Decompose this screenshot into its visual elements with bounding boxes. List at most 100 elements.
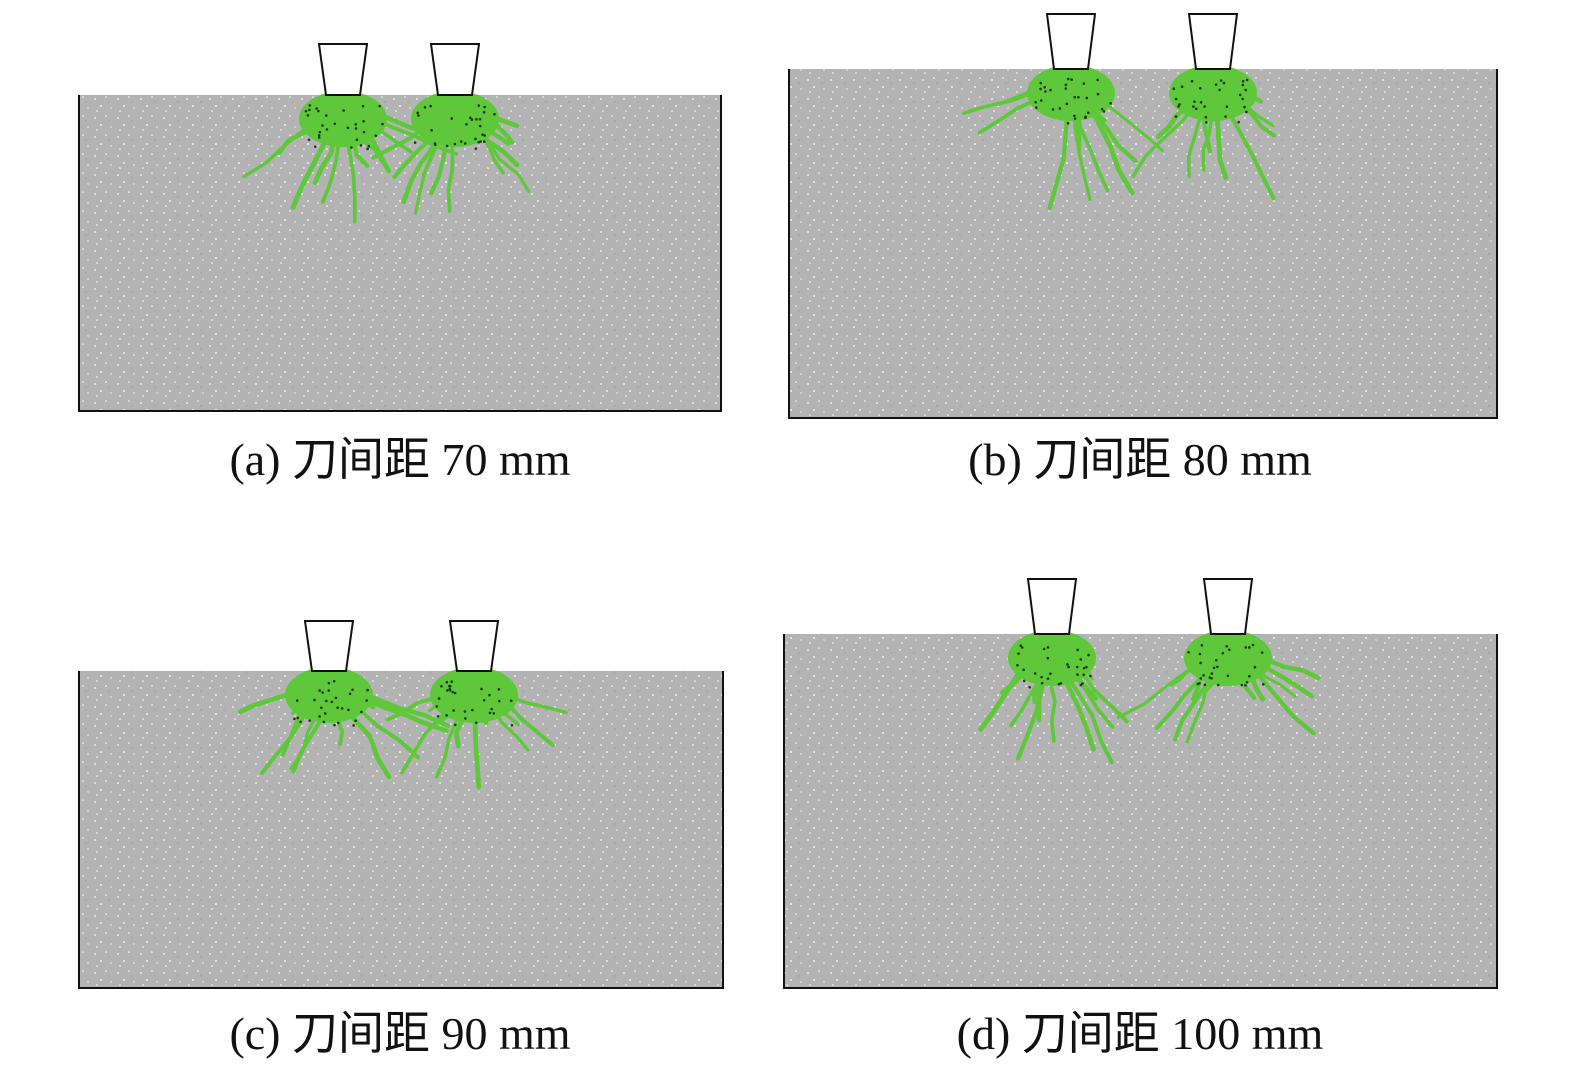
broken-particle bbox=[1212, 666, 1216, 670]
cutter bbox=[1202, 578, 1254, 635]
broken-particle bbox=[445, 144, 449, 148]
broken-particle bbox=[1248, 674, 1251, 678]
broken-particle bbox=[483, 105, 486, 109]
broken-particle bbox=[317, 136, 321, 139]
damage-zone bbox=[1184, 630, 1272, 686]
broken-particle bbox=[1190, 79, 1194, 83]
broken-particle bbox=[1187, 650, 1190, 654]
broken-particle bbox=[350, 146, 353, 149]
broken-particle bbox=[1084, 116, 1087, 120]
broken-particle bbox=[1051, 108, 1055, 111]
soil-box bbox=[79, 671, 723, 988]
broken-particle bbox=[1081, 682, 1084, 685]
broken-particle bbox=[355, 138, 359, 142]
broken-particle bbox=[360, 710, 363, 714]
broken-particle bbox=[483, 134, 486, 137]
broken-particle bbox=[306, 114, 310, 117]
broken-particle bbox=[1065, 102, 1069, 106]
broken-particle bbox=[1219, 79, 1223, 82]
broken-particle bbox=[1194, 107, 1198, 111]
broken-particle bbox=[471, 708, 474, 712]
broken-particle bbox=[1228, 648, 1231, 652]
broken-particle bbox=[1102, 110, 1106, 113]
broken-particle bbox=[1245, 680, 1249, 684]
broken-particle bbox=[1064, 83, 1068, 87]
cutter bbox=[303, 620, 355, 672]
broken-particle bbox=[435, 705, 439, 708]
broken-particle bbox=[1218, 88, 1221, 92]
broken-particle bbox=[1199, 661, 1202, 665]
damage-zone bbox=[1027, 65, 1115, 121]
broken-particle bbox=[1066, 663, 1069, 666]
broken-particle bbox=[1244, 684, 1247, 687]
broken-particle bbox=[1022, 668, 1025, 672]
broken-particle bbox=[1022, 679, 1026, 683]
broken-particle bbox=[324, 114, 328, 117]
cutter bbox=[448, 620, 500, 672]
broken-particle bbox=[308, 108, 311, 112]
broken-particle bbox=[366, 688, 369, 692]
cutter bbox=[429, 43, 481, 96]
broken-particle bbox=[477, 140, 480, 144]
broken-particle bbox=[1244, 88, 1248, 92]
broken-particle bbox=[429, 104, 432, 108]
broken-particle bbox=[464, 717, 467, 720]
broken-particle bbox=[1216, 665, 1219, 669]
broken-particle bbox=[1216, 683, 1220, 687]
broken-particle bbox=[417, 114, 420, 117]
soil-box bbox=[789, 69, 1497, 418]
broken-particle bbox=[463, 710, 467, 713]
broken-particle bbox=[482, 140, 486, 143]
broken-particle bbox=[330, 700, 334, 704]
broken-particle bbox=[327, 681, 331, 685]
damage-zone bbox=[1008, 630, 1096, 686]
broken-particle bbox=[1208, 676, 1212, 679]
broken-particle bbox=[1193, 100, 1196, 103]
broken-particle bbox=[1033, 672, 1037, 675]
broken-particle bbox=[1016, 663, 1019, 667]
broken-particle bbox=[1034, 100, 1037, 104]
broken-particle bbox=[366, 147, 369, 151]
panel bbox=[788, 13, 1498, 419]
broken-particle bbox=[1079, 658, 1083, 661]
broken-particle bbox=[446, 689, 449, 692]
broken-particle bbox=[488, 711, 492, 715]
broken-particle bbox=[474, 147, 478, 150]
broken-particle bbox=[1203, 105, 1206, 108]
broken-particle bbox=[474, 721, 478, 725]
broken-particle bbox=[334, 696, 338, 700]
broken-particle bbox=[497, 688, 501, 691]
broken-particle bbox=[1226, 674, 1230, 678]
broken-particle bbox=[1096, 78, 1099, 82]
broken-particle bbox=[482, 698, 486, 702]
broken-particle bbox=[1262, 682, 1265, 686]
broken-particle bbox=[430, 129, 433, 132]
broken-particle bbox=[378, 104, 382, 108]
broken-particle bbox=[336, 721, 340, 725]
broken-particle bbox=[413, 141, 417, 144]
broken-particle bbox=[296, 716, 300, 720]
broken-particle bbox=[1064, 87, 1068, 90]
broken-particle bbox=[351, 688, 354, 692]
broken-particle bbox=[1200, 644, 1204, 647]
broken-particle bbox=[1082, 666, 1086, 670]
broken-particle bbox=[1073, 114, 1076, 118]
broken-particle bbox=[459, 140, 463, 143]
broken-particle bbox=[1172, 87, 1176, 91]
broken-particle bbox=[374, 134, 378, 137]
broken-particle bbox=[340, 707, 344, 710]
broken-particle bbox=[1203, 683, 1207, 687]
broken-particle bbox=[1245, 78, 1249, 82]
broken-particle bbox=[1238, 93, 1242, 97]
broken-particle bbox=[333, 723, 336, 727]
broken-particle bbox=[381, 122, 384, 126]
broken-particle bbox=[327, 689, 331, 692]
broken-particle bbox=[482, 111, 486, 114]
broken-particle bbox=[354, 127, 358, 130]
broken-particle bbox=[1044, 90, 1047, 93]
panel bbox=[78, 43, 722, 412]
broken-particle bbox=[361, 104, 365, 108]
broken-particle bbox=[1198, 86, 1202, 90]
box-border bbox=[788, 69, 1498, 419]
broken-particle bbox=[308, 104, 312, 107]
